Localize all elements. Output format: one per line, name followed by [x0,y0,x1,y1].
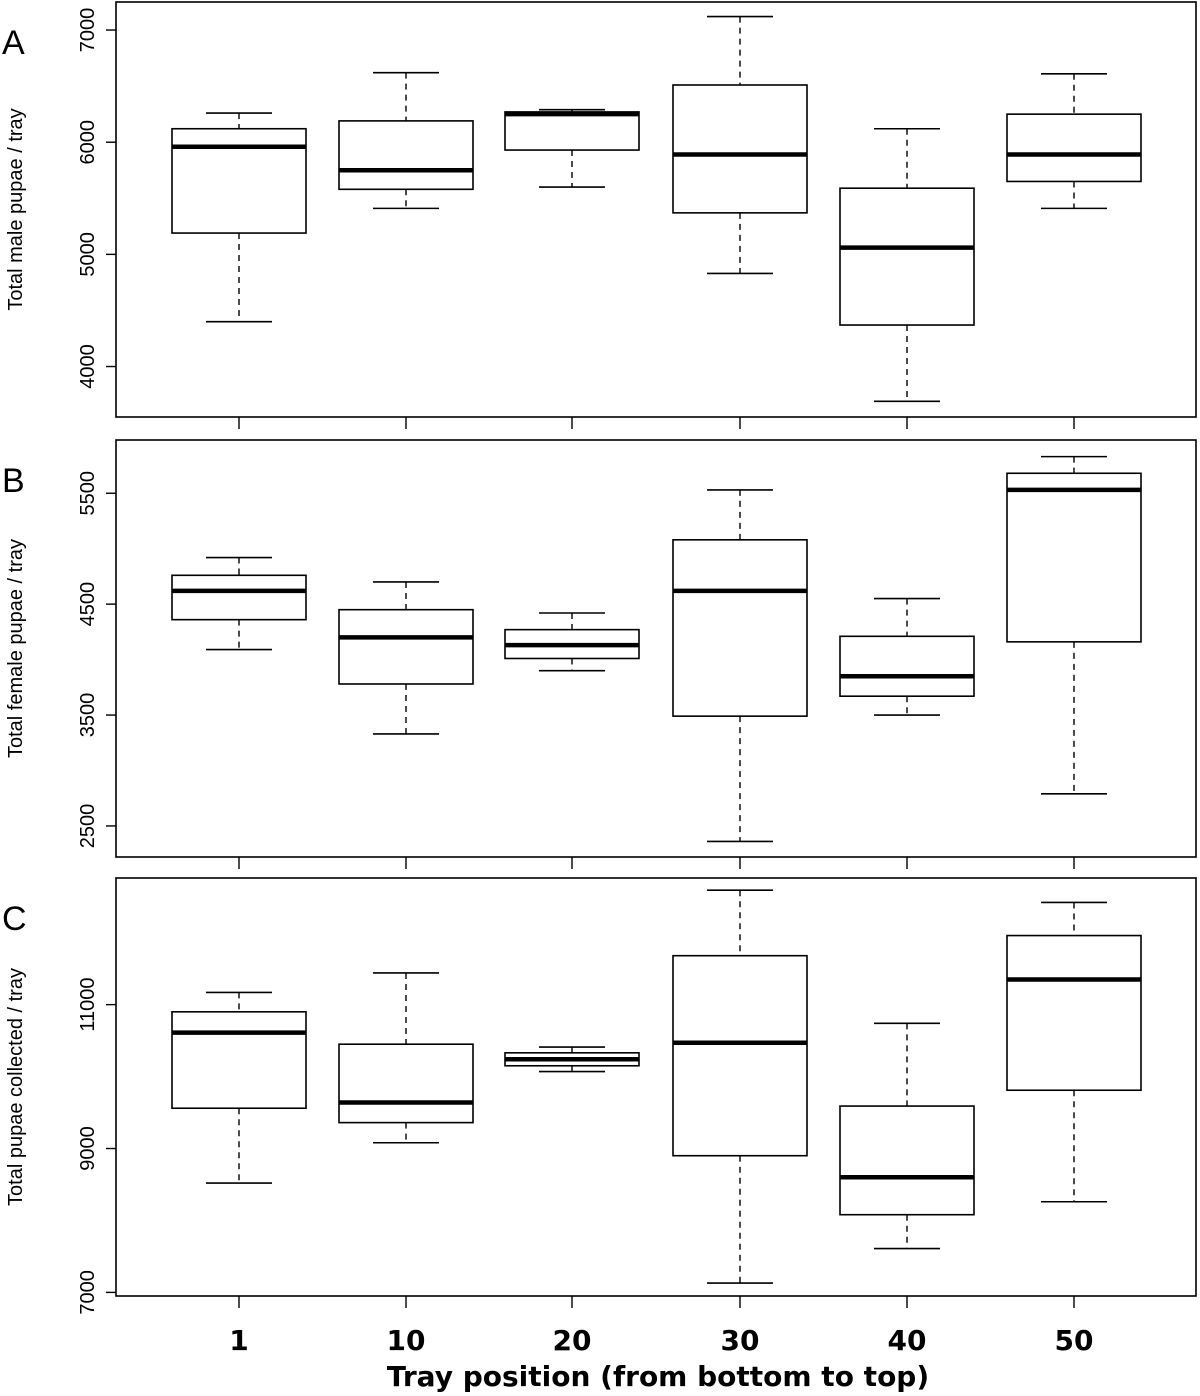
iqr-box [338,120,474,191]
iqr-box [338,1043,474,1124]
box-40 [839,597,975,716]
y-tick-label: 5000 [77,232,99,277]
box-20 [504,612,640,672]
y-axis-label: Total female pupae / tray [5,539,27,758]
x-axis: 1 10 20 30 40 50 [229,1324,1093,1357]
iqr-box [839,635,975,697]
box-10 [338,581,474,735]
y-tick-label: 3500 [77,693,99,738]
iqr-box [171,1011,307,1110]
box-40 [839,1022,975,1250]
box-30 [672,889,808,1284]
iqr-box [171,127,307,234]
panel-a: A 4000 5000 6000 7000 Total male pupae / tray [2,1,1197,429]
iqr-box [171,574,307,621]
box-1 [171,991,307,1184]
x-tick-label: 10 [387,1324,426,1357]
y-axis-label: Total male pupae / tray [5,108,27,310]
iqr-box [839,187,975,326]
x-tick-label: 40 [888,1324,927,1357]
box-20 [504,1046,640,1073]
x-tick-label: 1 [229,1324,248,1357]
y-tick-label: 6000 [77,120,99,165]
panel-c: C 7000 9000 11000 Total pupae collected / tr… [2,877,1197,1315]
iqr-box [1006,934,1142,1092]
box-50 [1006,455,1142,795]
box-30 [672,489,808,843]
y-tick-label: 7000 [77,8,99,53]
box-30 [672,15,808,275]
x-tick-label: 30 [721,1324,760,1357]
box-40 [839,127,975,403]
y-tick-label: 11000 [77,978,99,1032]
iqr-box [338,608,474,685]
y-tick-label: 2500 [77,804,99,849]
iqr-box [1006,113,1142,183]
box-10 [338,972,474,1144]
box-1 [171,112,307,323]
panel-letter: C [2,900,27,938]
iqr-box [672,954,808,1157]
y-tick-label: 4000 [77,344,99,389]
iqr-box [672,539,808,717]
iqr-box [1006,472,1142,643]
plot-frame [115,877,1197,1297]
y-tick-label: 7000 [77,1270,99,1315]
y-tick-label: 4500 [77,582,99,627]
box-50 [1006,901,1142,1203]
y-tick-label: 5500 [77,471,99,515]
x-tick-label: 20 [553,1324,592,1357]
plot-frame [115,439,1197,858]
box-10 [338,71,474,210]
iqr-box [672,84,808,214]
panel-letter: B [2,462,25,500]
iqr-box [504,111,640,151]
panels: A 4000 5000 6000 7000 Total male pupae / tray… [2,1,1197,1315]
y-tick-label: 9000 [77,1126,99,1171]
panel-letter: A [2,24,25,62]
x-axis-label: Tray position (from bottom to top) [387,1360,929,1393]
plot-frame [115,1,1197,418]
panel-b: B 2500 3500 4500 5500 Total female pupae / tr… [2,439,1197,869]
y-axis-label: Total pupae collected / tray [5,968,27,1206]
iqr-box [839,1105,975,1216]
box-20 [504,108,640,188]
box-50 [1006,72,1142,210]
x-tick-label: 50 [1055,1324,1094,1357]
box-1 [171,556,307,651]
